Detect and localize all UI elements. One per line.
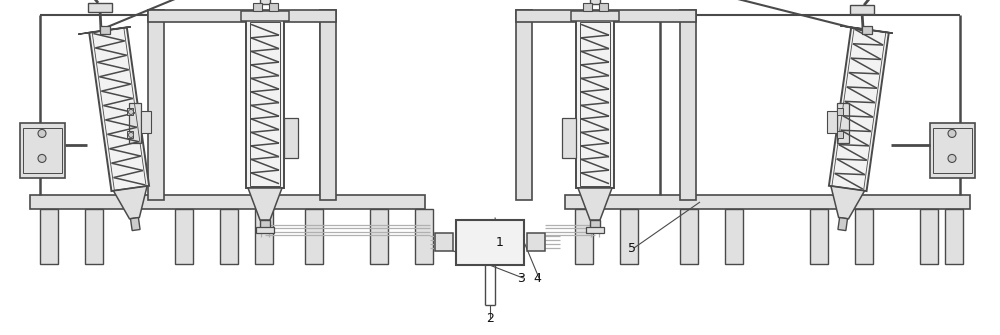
- Bar: [590, 220, 600, 231]
- Bar: [100, 26, 110, 35]
- Bar: [580, 22, 610, 186]
- Bar: [516, 10, 532, 200]
- Bar: [141, 112, 151, 133]
- Bar: [516, 10, 696, 22]
- Bar: [30, 195, 425, 209]
- Bar: [370, 209, 388, 264]
- Bar: [933, 128, 972, 174]
- Bar: [253, 3, 262, 11]
- Bar: [305, 209, 323, 264]
- Bar: [576, 20, 614, 188]
- Bar: [565, 195, 970, 209]
- Circle shape: [128, 132, 134, 137]
- Bar: [435, 233, 453, 251]
- Bar: [127, 109, 133, 116]
- Bar: [810, 209, 828, 264]
- Bar: [599, 3, 608, 11]
- Circle shape: [38, 129, 46, 137]
- Bar: [945, 209, 963, 264]
- Bar: [837, 131, 843, 138]
- Polygon shape: [248, 188, 282, 220]
- Bar: [586, 227, 604, 233]
- Bar: [284, 118, 298, 158]
- Circle shape: [38, 154, 46, 162]
- Bar: [175, 209, 193, 264]
- Bar: [246, 20, 284, 188]
- Bar: [88, 3, 112, 12]
- Bar: [255, 209, 273, 264]
- Text: 3: 3: [517, 271, 525, 284]
- Polygon shape: [829, 27, 889, 191]
- Bar: [85, 209, 103, 264]
- Circle shape: [128, 110, 134, 115]
- Bar: [590, 0, 600, 4]
- Bar: [127, 131, 133, 138]
- Bar: [837, 109, 843, 116]
- Bar: [241, 11, 289, 21]
- Bar: [920, 209, 938, 264]
- Bar: [40, 209, 58, 264]
- Bar: [827, 112, 837, 133]
- Bar: [320, 10, 336, 200]
- Bar: [148, 10, 336, 22]
- Bar: [256, 227, 274, 233]
- Bar: [23, 128, 62, 174]
- Bar: [725, 209, 743, 264]
- Bar: [269, 3, 278, 11]
- Circle shape: [948, 129, 956, 137]
- Polygon shape: [113, 186, 147, 219]
- Bar: [260, 0, 270, 4]
- Polygon shape: [78, 27, 131, 34]
- Bar: [20, 123, 65, 179]
- Polygon shape: [840, 26, 893, 33]
- Bar: [862, 25, 872, 34]
- Text: 2: 2: [486, 312, 494, 325]
- Bar: [415, 209, 433, 264]
- Text: 1: 1: [496, 237, 504, 250]
- Bar: [855, 209, 873, 264]
- Bar: [680, 209, 698, 264]
- Bar: [527, 233, 545, 251]
- Polygon shape: [838, 218, 848, 230]
- Circle shape: [948, 154, 956, 162]
- Polygon shape: [578, 188, 612, 220]
- Bar: [575, 209, 593, 264]
- Bar: [620, 209, 638, 264]
- Bar: [260, 220, 270, 231]
- Polygon shape: [130, 218, 140, 230]
- Bar: [850, 5, 874, 14]
- Text: 4: 4: [533, 271, 541, 284]
- Bar: [680, 10, 696, 200]
- Bar: [583, 3, 592, 11]
- Bar: [930, 123, 975, 179]
- Polygon shape: [831, 186, 865, 219]
- Polygon shape: [89, 27, 149, 191]
- Bar: [456, 219, 524, 265]
- Bar: [571, 11, 619, 21]
- Bar: [129, 104, 141, 143]
- Bar: [250, 22, 280, 186]
- Bar: [837, 104, 849, 143]
- Bar: [562, 118, 576, 158]
- Bar: [220, 209, 238, 264]
- Bar: [148, 10, 164, 200]
- Text: 5: 5: [628, 242, 636, 255]
